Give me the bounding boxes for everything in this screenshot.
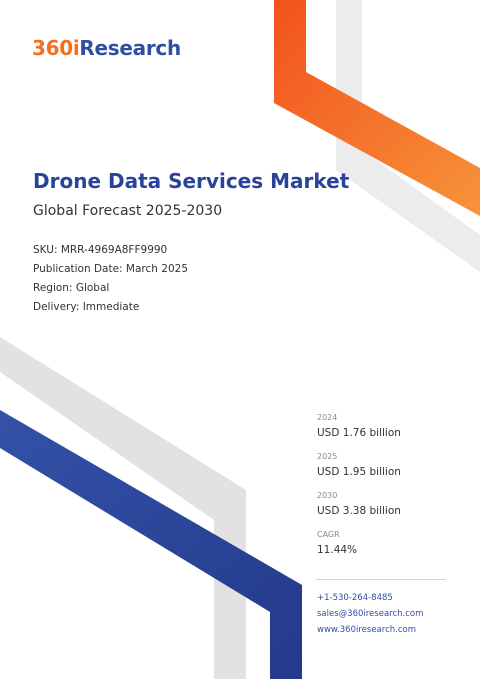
orange-band bbox=[274, 0, 480, 216]
website-link[interactable]: www.360iresearch.com bbox=[317, 625, 416, 635]
sku-text: SKU: MRR-4969A8FF9990 bbox=[33, 244, 168, 256]
stat-label: 2030 bbox=[317, 491, 338, 500]
publication-date-text: Publication Date: March 2025 bbox=[33, 263, 188, 275]
market-stats: 2024 USD 1.76 billion 2025 USD 1.95 bill… bbox=[317, 412, 447, 568]
stat-label: 2025 bbox=[317, 452, 338, 461]
stat-item: 2030 USD 3.38 billion bbox=[317, 490, 447, 529]
report-details: SKU: MRR-4969A8FF9990 Publication Date: … bbox=[33, 241, 188, 317]
stat-item: 2024 USD 1.76 billion bbox=[317, 412, 447, 451]
logo-word: Research bbox=[79, 36, 181, 60]
grey-band-bottom bbox=[0, 337, 246, 679]
stat-value: USD 3.38 billion bbox=[317, 505, 401, 517]
contact-info: +1-530-264-8485 sales@360iresearch.com w… bbox=[317, 590, 423, 638]
region-text: Region: Global bbox=[33, 282, 110, 294]
stat-item: 2025 USD 1.95 billion bbox=[317, 451, 447, 490]
blue-band bbox=[0, 410, 302, 679]
logo-number: 360i bbox=[32, 36, 80, 60]
email-link[interactable]: sales@360iresearch.com bbox=[317, 609, 424, 619]
contact-divider bbox=[316, 579, 446, 580]
report-subtitle: Global Forecast 2025-2030 bbox=[33, 203, 223, 219]
phone-link[interactable]: +1-530-264-8485 bbox=[317, 593, 393, 603]
delivery-text: Delivery: Immediate bbox=[33, 301, 140, 313]
grey-band-top bbox=[336, 0, 480, 272]
stat-label: CAGR bbox=[317, 530, 340, 539]
brand-logo: 360iResearch bbox=[32, 37, 181, 59]
stat-value: USD 1.95 billion bbox=[317, 466, 401, 478]
stat-item: CAGR 11.44% bbox=[317, 529, 447, 568]
report-title: Drone Data Services Market bbox=[33, 169, 350, 193]
stat-value: 11.44% bbox=[317, 544, 358, 556]
stat-label: 2024 bbox=[317, 413, 338, 422]
stat-value: USD 1.76 billion bbox=[317, 427, 401, 439]
